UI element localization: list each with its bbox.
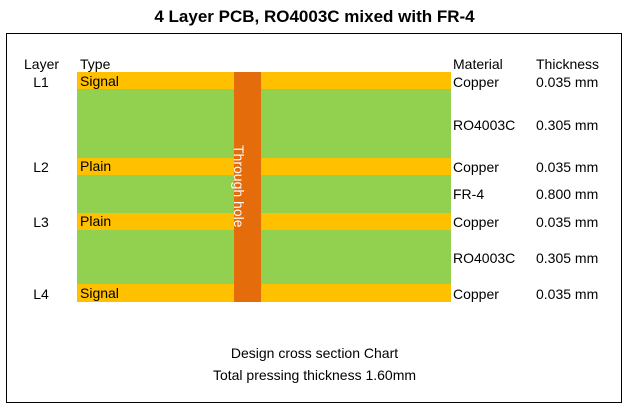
material-l1: Copper xyxy=(453,74,499,90)
diagram-frame xyxy=(6,33,622,403)
layer-type-l2: Plain xyxy=(80,158,112,174)
header-thickness: Thickness xyxy=(536,56,600,72)
material-dielectric-3: RO4003C xyxy=(453,250,516,266)
layer-type-l4: Signal xyxy=(80,285,119,301)
chart-title: 4 Layer PCB, RO4003C mixed with FR-4 xyxy=(154,7,475,26)
thickness-dielectric-1: 0.305 mm xyxy=(536,117,599,133)
substrate-ro4003c-top xyxy=(77,89,451,158)
material-dielectric-1: RO4003C xyxy=(453,117,516,133)
thickness-dielectric-3: 0.305 mm xyxy=(536,250,599,266)
layer-id-l2: L2 xyxy=(33,159,49,175)
through-hole-via xyxy=(234,72,261,302)
footer-total-thickness: Total pressing thickness 1.60mm xyxy=(212,367,417,383)
layer-type-l1: Signal xyxy=(80,73,119,89)
header-type: Type xyxy=(80,56,111,72)
through-hole-label: Through hole xyxy=(231,145,247,228)
substrate-fr4-core xyxy=(77,175,451,213)
copper-layer-l4 xyxy=(77,284,451,302)
layer-id-l1: L1 xyxy=(33,74,49,90)
substrate-ro4003c-bottom xyxy=(77,230,451,284)
thickness-l4: 0.035 mm xyxy=(536,286,599,302)
material-dielectric-2: FR-4 xyxy=(453,186,485,202)
layer-id-l3: L3 xyxy=(33,214,49,230)
thickness-l3: 0.035 mm xyxy=(536,214,599,230)
thickness-l2: 0.035 mm xyxy=(536,159,599,175)
header-material: Material xyxy=(453,56,503,72)
copper-layer-l1 xyxy=(77,72,451,89)
thickness-l1: 0.035 mm xyxy=(536,74,599,90)
material-l4: Copper xyxy=(453,286,499,302)
footer-caption: Design cross section Chart xyxy=(230,345,399,361)
material-l2: Copper xyxy=(453,159,499,175)
layer-type-l3: Plain xyxy=(80,213,112,229)
material-l3: Copper xyxy=(453,214,499,230)
copper-layer-l2 xyxy=(77,158,451,175)
thickness-dielectric-2: 0.800 mm xyxy=(536,186,599,202)
copper-layer-l3 xyxy=(77,213,451,230)
header-layer: Layer xyxy=(24,56,60,72)
layer-id-l4: L4 xyxy=(33,286,49,302)
